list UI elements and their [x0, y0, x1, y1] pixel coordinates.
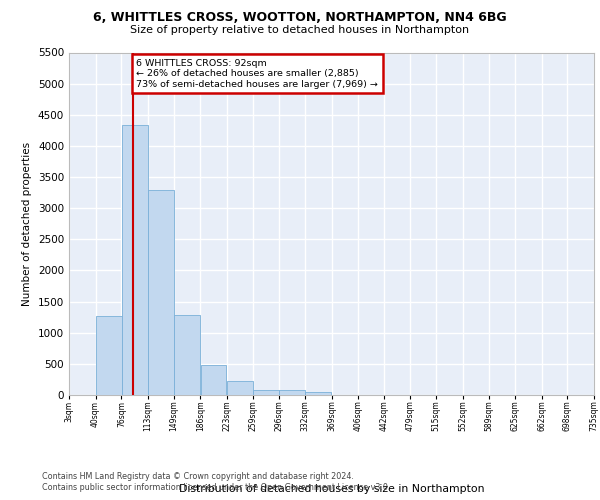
Bar [122, 126, 148, 395]
Bar [200, 365, 227, 395]
Text: Contains public sector information licensed under the Open Government Licence v3: Contains public sector information licen… [42, 484, 391, 492]
Bar [174, 316, 200, 395]
Bar [305, 392, 331, 395]
Bar [280, 390, 305, 395]
Bar [96, 316, 122, 395]
Bar [253, 390, 279, 395]
Text: 6, WHITTLES CROSS, WOOTTON, NORTHAMPTON, NN4 6BG: 6, WHITTLES CROSS, WOOTTON, NORTHAMPTON,… [93, 11, 507, 24]
Bar [148, 190, 174, 395]
Y-axis label: Number of detached properties: Number of detached properties [22, 142, 32, 306]
Text: Contains HM Land Registry data © Crown copyright and database right 2024.: Contains HM Land Registry data © Crown c… [42, 472, 354, 481]
X-axis label: Distribution of detached houses by size in Northampton: Distribution of detached houses by size … [179, 484, 484, 494]
Text: 6 WHITTLES CROSS: 92sqm
← 26% of detached houses are smaller (2,885)
73% of semi: 6 WHITTLES CROSS: 92sqm ← 26% of detache… [136, 58, 378, 88]
Text: Size of property relative to detached houses in Northampton: Size of property relative to detached ho… [130, 25, 470, 35]
Bar [227, 382, 253, 395]
